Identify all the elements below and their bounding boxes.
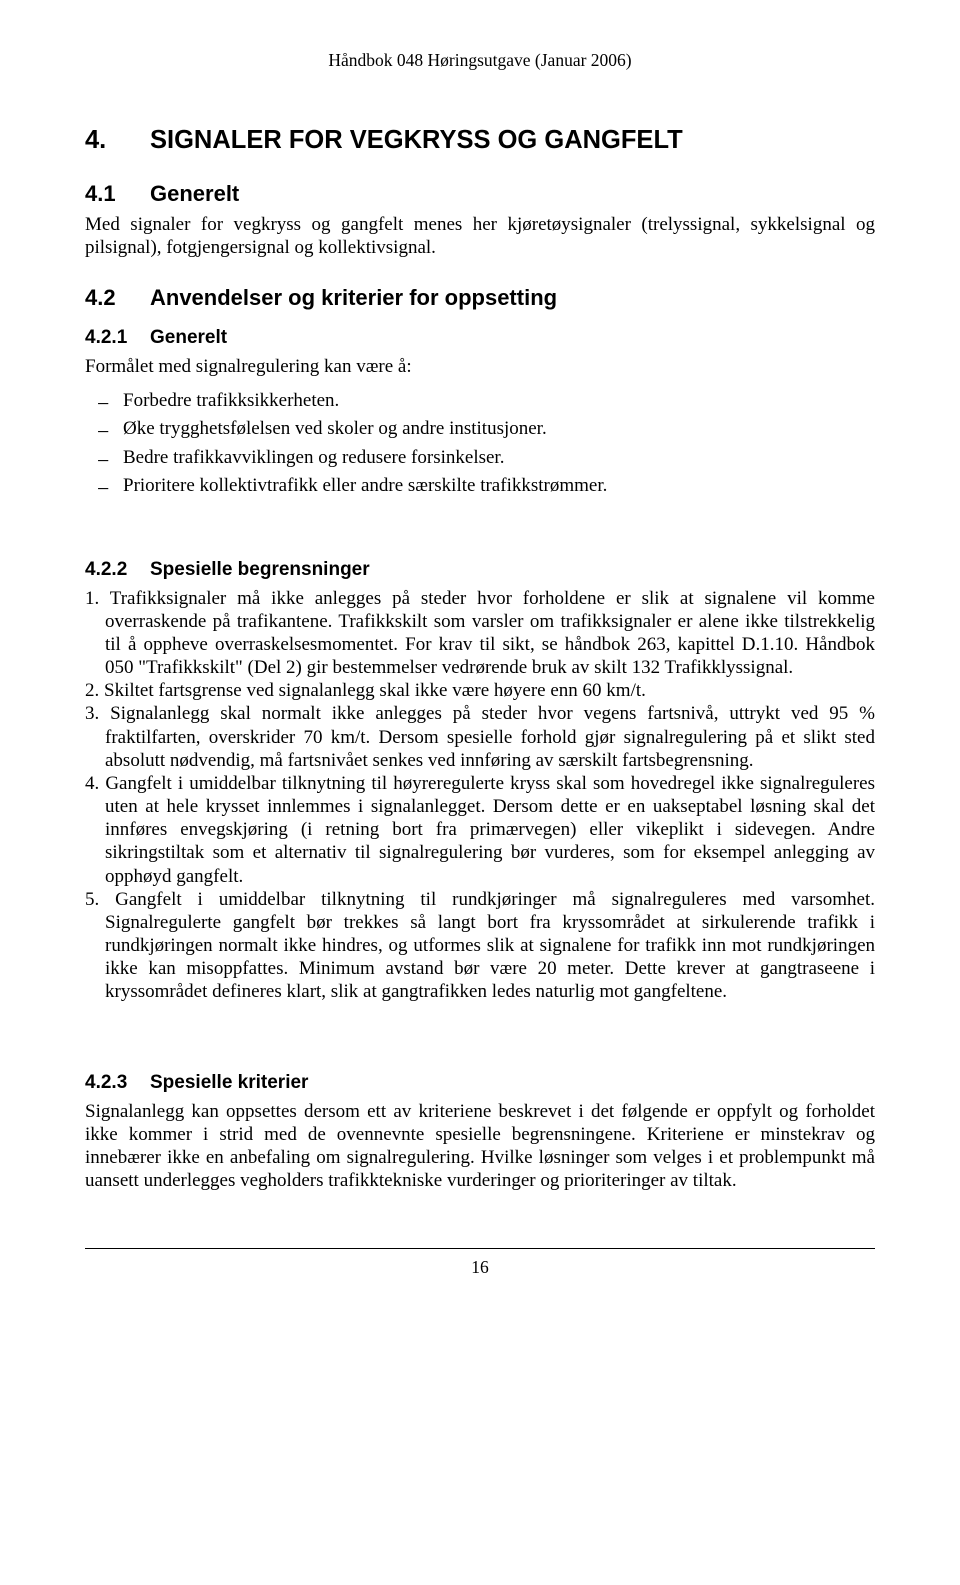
paragraph-4-2-3: Signalanlegg kan oppsettes dersom ett av…: [85, 1100, 875, 1193]
list-item: Øke trygghetsfølelsen ved skoler og andr…: [109, 415, 875, 444]
heading-4-2-2-number: 4.2.2: [85, 559, 150, 581]
list-item: Forbedre trafikksikkerheten.: [109, 387, 875, 416]
numbered-list-4-2-2: Trafikksignaler må ikke anlegges på sted…: [85, 587, 875, 1004]
page-number: 16: [471, 1257, 489, 1277]
heading-4-1: 4.1Generelt: [85, 181, 875, 207]
document-header: Håndbok 048 Høringsutgave (Januar 2006): [85, 50, 875, 71]
heading-4-2-3-number: 4.2.3: [85, 1072, 150, 1094]
heading-4-2-title: Anvendelser og kriterier for oppsetting: [150, 285, 557, 310]
heading-4-1-title: Generelt: [150, 181, 239, 206]
heading-4-1-number: 4.1: [85, 181, 150, 207]
heading-4-2-2-title: Spesielle begrensninger: [150, 559, 370, 580]
list-item: Signalanlegg skal normalt ikke anlegges …: [85, 702, 875, 772]
list-item: Skiltet fartsgrense ved signalanlegg ska…: [85, 679, 875, 702]
heading-4-2-3-title: Spesielle kriterier: [150, 1072, 308, 1093]
paragraph-4-1: Med signaler for vegkryss og gangfelt me…: [85, 213, 875, 259]
list-item: Trafikksignaler må ikke anlegges på sted…: [85, 587, 875, 680]
bullet-list-4-2-1: Forbedre trafikksikkerheten. Øke trygghe…: [85, 387, 875, 501]
heading-4-2-1-number: 4.2.1: [85, 327, 150, 349]
heading-4-2-1: 4.2.1Generelt: [85, 327, 875, 349]
list-item: Gangfelt i umiddelbar tilknytning til hø…: [85, 772, 875, 888]
list-item: Gangfelt i umiddelbar tilknytning til ru…: [85, 888, 875, 1004]
list-item: Prioritere kollektivtrafikk eller andre …: [109, 472, 875, 501]
footer-divider: [85, 1248, 875, 1249]
heading-4-2-3: 4.2.3Spesielle kriterier: [85, 1072, 875, 1094]
heading-4-2-number: 4.2: [85, 285, 150, 311]
heading-main: 4.SIGNALER FOR VEGKRYSS OG GANGFELT: [85, 126, 875, 155]
heading-main-title: SIGNALER FOR VEGKRYSS OG GANGFELT: [150, 126, 683, 154]
page-footer: 16: [85, 1248, 875, 1278]
heading-4-2-2: 4.2.2Spesielle begrensninger: [85, 559, 875, 581]
heading-4-2-1-title: Generelt: [150, 327, 227, 348]
heading-4-2: 4.2Anvendelser og kriterier for oppsetti…: [85, 285, 875, 311]
heading-main-number: 4.: [85, 126, 150, 155]
paragraph-4-2-1-intro: Formålet med signalregulering kan være å…: [85, 355, 875, 378]
list-item: Bedre trafikkavviklingen og redusere for…: [109, 444, 875, 473]
